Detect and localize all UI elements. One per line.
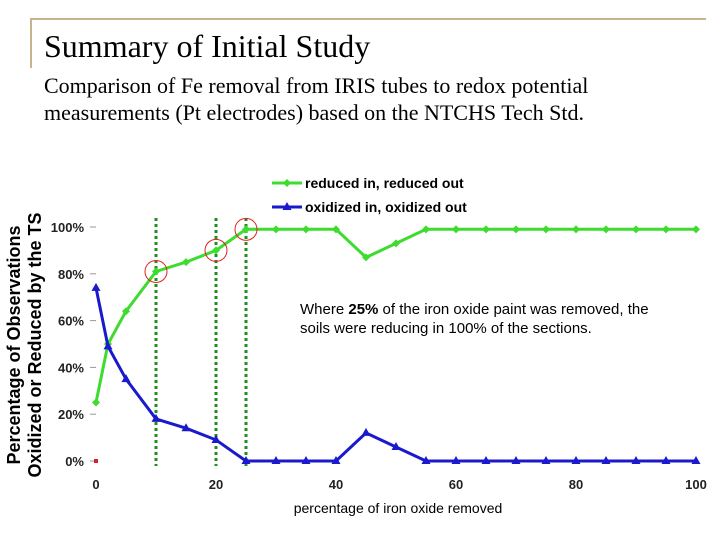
data-point [332, 225, 340, 234]
data-point [92, 398, 100, 407]
data-point [211, 434, 221, 443]
y-tick-label: 0% [65, 454, 84, 469]
data-point [331, 456, 341, 464]
frame-horizontal-accent [30, 18, 706, 20]
y-tick-label: 20% [58, 407, 84, 422]
data-point [661, 456, 671, 464]
data-point [122, 307, 130, 316]
series-line [94, 227, 696, 403]
data-point [181, 423, 191, 432]
data-point [392, 239, 400, 248]
data-point [121, 374, 131, 383]
data-point [542, 225, 550, 234]
highlight-circle [144, 259, 168, 283]
chart-annotation: Where 25% of the iron oxide paint was re… [294, 298, 660, 344]
data-point [151, 413, 161, 422]
data-point [601, 456, 611, 464]
highlight-circle [234, 217, 258, 241]
x-tick-label: 20 [209, 477, 223, 492]
data-point [602, 225, 610, 234]
x-tick-label: 80 [569, 477, 583, 492]
data-point [391, 441, 401, 450]
data-point [301, 456, 311, 464]
data-point [511, 456, 521, 464]
data-point [241, 456, 251, 464]
data-point [691, 456, 701, 464]
data-point [361, 427, 371, 436]
data-point [451, 456, 461, 464]
data-point [481, 456, 491, 464]
data-point [152, 267, 160, 276]
data-point [91, 282, 101, 291]
data-point [272, 225, 280, 234]
data-point [692, 225, 700, 234]
y-axis-label-line-1: Percentage of Observations [4, 225, 24, 464]
legend-label: oxidized in, oxidized out [305, 199, 467, 215]
x-tick-label: 60 [449, 477, 463, 492]
x-axis-label: percentage of iron oxide removed [294, 500, 503, 516]
data-point [662, 225, 670, 234]
y-tick-label: 100% [51, 220, 85, 235]
data-point [632, 225, 640, 234]
data-point [103, 341, 113, 350]
annotation-text-pre: Where [300, 301, 349, 318]
x-tick-label: 100 [685, 477, 707, 492]
data-point [512, 225, 520, 234]
y-tick-label: 80% [58, 267, 84, 282]
data-point [182, 258, 190, 267]
annotation-text-post: of the iron oxide paint was removed, the… [300, 301, 649, 337]
highlight-circle [204, 238, 228, 262]
x-tick-label: 0 [92, 477, 99, 492]
frame-vertical-accent [30, 18, 32, 68]
origin-marker [94, 459, 98, 463]
legend-label: reduced in, reduced out [305, 175, 464, 191]
y-tick-label: 40% [58, 360, 84, 375]
y-tick-label: 60% [58, 314, 84, 329]
data-point [572, 225, 580, 234]
data-point [482, 225, 490, 234]
data-point [571, 456, 581, 464]
annotation-text-bold: 25% [348, 301, 379, 318]
legend-swatch-marker [282, 202, 292, 210]
y-axis-label-line-2: Oxidized or Reduced by the TS [25, 212, 45, 477]
data-point [362, 253, 370, 262]
data-point [271, 456, 281, 464]
data-point [302, 225, 310, 234]
data-point [541, 456, 551, 464]
data-point [422, 225, 430, 234]
slide-subtitle: Comparison of Fe removal from IRIS tubes… [44, 73, 589, 125]
data-point [212, 246, 220, 255]
legend-swatch-marker [283, 179, 291, 187]
data-point [242, 225, 250, 234]
data-point [421, 456, 431, 464]
series-line [94, 287, 696, 463]
slide-title: Summary of Initial Study [44, 28, 371, 64]
data-point [452, 225, 460, 234]
x-tick-label: 40 [329, 477, 343, 492]
data-point [631, 456, 641, 464]
